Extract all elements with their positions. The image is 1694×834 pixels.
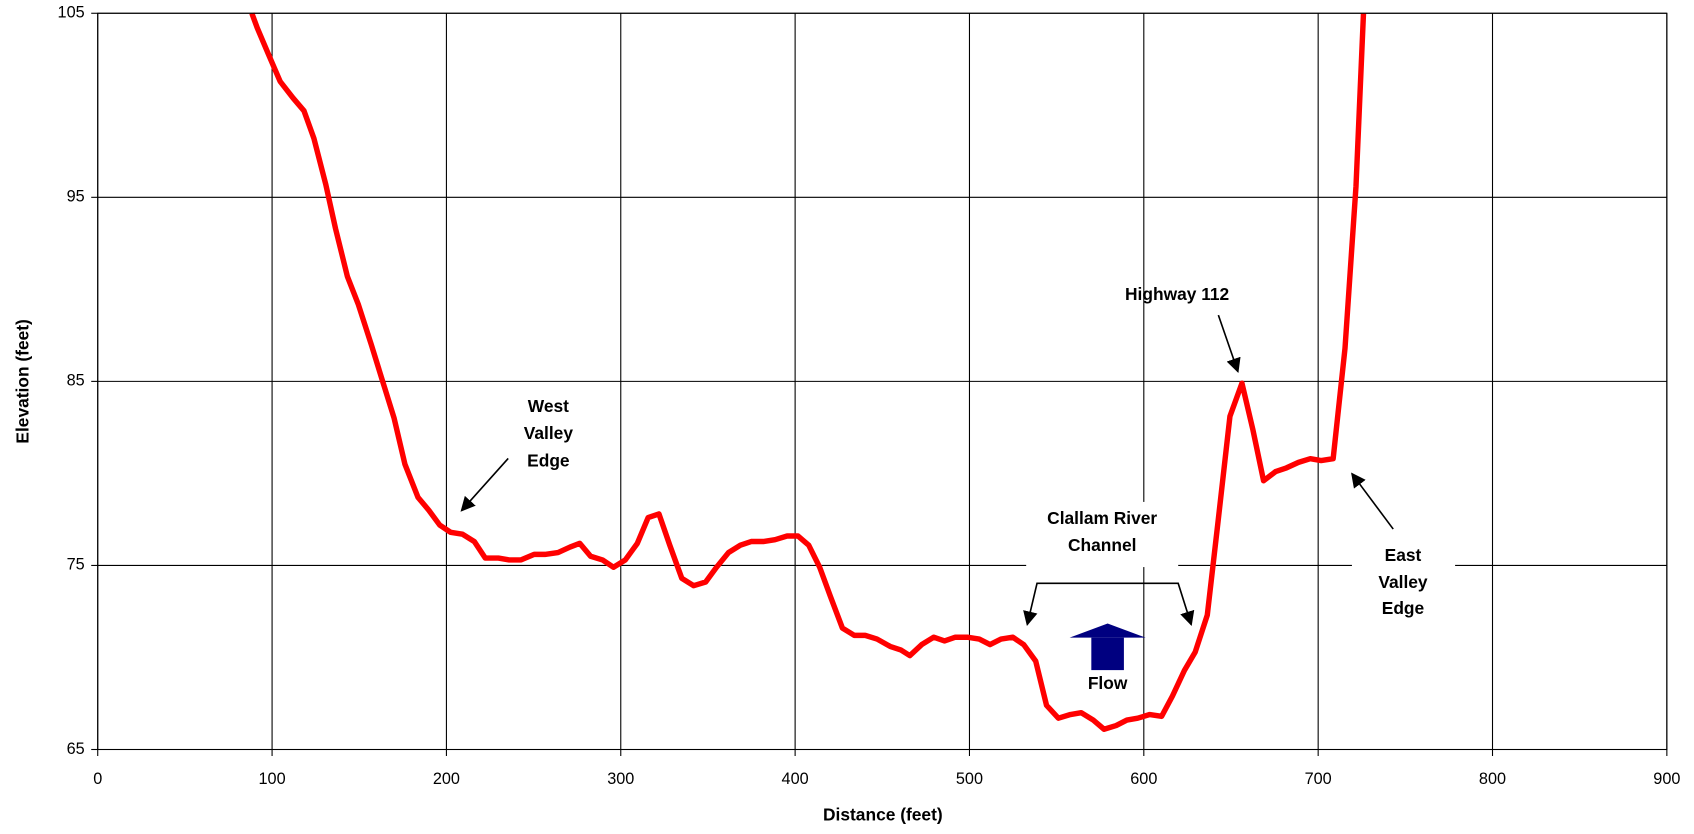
y-axis-label: Elevation (feet) (12, 319, 32, 443)
annotation: Clallam River (1047, 508, 1157, 528)
y-tick-label: 85 (67, 372, 85, 390)
line-series (249, 12, 1367, 732)
grid (91, 12, 1668, 757)
x-tick-label: 900 (1653, 770, 1680, 788)
label-bg (1082, 670, 1133, 699)
annotations: West Valley Edge Highway 112 Clallam Riv… (460, 284, 1456, 699)
x-tick-label: 200 (433, 770, 460, 788)
arrow (460, 457, 509, 512)
flow-arrow-head (1069, 623, 1146, 638)
plot (249, 12, 1367, 732)
x-tick-label: 800 (1479, 770, 1506, 788)
x-tick-label: 0 (93, 770, 102, 788)
x-tick-label: 100 (259, 770, 286, 788)
x-axis-label: Distance (feet) (823, 804, 943, 824)
x-tick-label: 500 (956, 770, 983, 788)
y-tick-label: 105 (58, 4, 85, 22)
annotation: West (528, 396, 569, 416)
annotation: Valley (524, 423, 574, 443)
x-tick-label: 300 (607, 770, 634, 788)
y-tick-label: 65 (67, 740, 85, 758)
arrow (1217, 314, 1241, 373)
x-tick-label: 600 (1130, 770, 1157, 788)
arrow (1351, 472, 1394, 530)
x-tick-label: 400 (782, 770, 809, 788)
annotation: East (1385, 545, 1422, 565)
annotation: Flow (1088, 673, 1128, 693)
annotation: Valley (1378, 572, 1428, 592)
flow-arrow-shaft (1091, 637, 1124, 671)
bracket (1023, 582, 1195, 627)
annotation: Highway 112 (1125, 284, 1229, 304)
annotation: Edge (527, 450, 570, 470)
annotation: Edge (1382, 598, 1425, 618)
y-tick-label: 75 (67, 556, 85, 574)
label-bg (1351, 537, 1456, 627)
x-tick-label: 700 (1305, 770, 1332, 788)
plot-frame (97, 12, 1668, 751)
label-bg (1026, 501, 1179, 568)
annotation: Channel (1068, 535, 1136, 555)
y-tick-label: 95 (67, 188, 85, 206)
